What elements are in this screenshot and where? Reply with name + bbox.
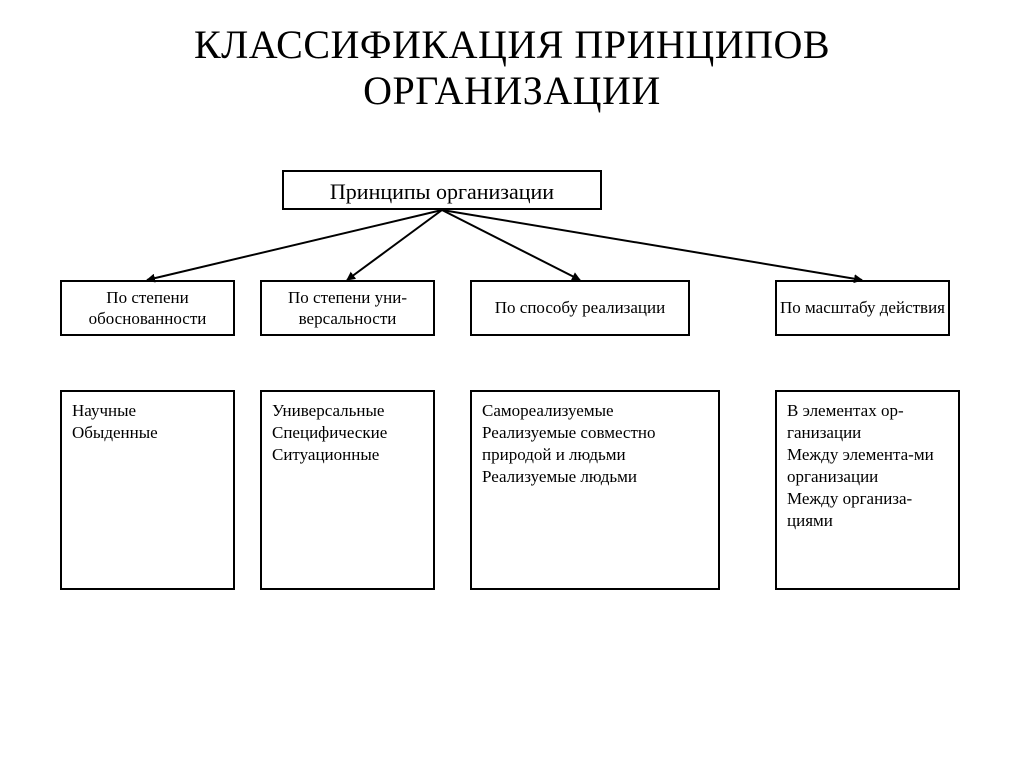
detail-node: В элементах ор-ганизацииМежду элемента-м… bbox=[775, 390, 960, 590]
category-node-label: По масштабу действия bbox=[780, 297, 945, 318]
detail-item: Реализуемые людьми bbox=[482, 466, 708, 488]
detail-node: УниверсальныеСпецифическиеСитуационные bbox=[260, 390, 435, 590]
arrow-edge bbox=[442, 210, 580, 280]
detail-item: Между элемента-ми организации bbox=[787, 444, 948, 488]
root-node: Принципы организации bbox=[282, 170, 602, 210]
detail-item: Реализуемые совместно природой и людьми bbox=[482, 422, 708, 466]
category-node: По способу реализации bbox=[470, 280, 690, 336]
detail-item: Научные bbox=[72, 400, 223, 422]
category-node-label: По степени обоснованности bbox=[62, 287, 233, 330]
category-node-label: По способу реализации bbox=[495, 297, 665, 318]
category-node: По степени обоснованности bbox=[60, 280, 235, 336]
detail-node: НаучныеОбыденные bbox=[60, 390, 235, 590]
title-line-2: ОРГАНИЗАЦИИ bbox=[363, 68, 661, 113]
detail-item: Между организа-циями bbox=[787, 488, 948, 532]
arrow-layer bbox=[0, 0, 1024, 767]
category-node-label: По степени уни-версальности bbox=[262, 287, 433, 330]
detail-item: Ситуационные bbox=[272, 444, 423, 466]
category-node: По степени уни-версальности bbox=[260, 280, 435, 336]
detail-item: Самореализуемые bbox=[482, 400, 708, 422]
arrow-edge bbox=[147, 210, 442, 280]
detail-item: В элементах ор-ганизации bbox=[787, 400, 948, 444]
detail-item: Обыденные bbox=[72, 422, 223, 444]
category-node: По масштабу действия bbox=[775, 280, 950, 336]
page-title: КЛАССИФИКАЦИЯ ПРИНЦИПОВ ОРГАНИЗАЦИИ bbox=[0, 0, 1024, 114]
detail-item: Специфические bbox=[272, 422, 423, 444]
detail-item: Универсальные bbox=[272, 400, 423, 422]
arrow-edge bbox=[347, 210, 442, 280]
arrow-edge bbox=[442, 210, 862, 280]
title-line-1: КЛАССИФИКАЦИЯ ПРИНЦИПОВ bbox=[194, 22, 830, 67]
root-node-label: Принципы организации bbox=[330, 179, 554, 204]
detail-node: СамореализуемыеРеализуемые совместно при… bbox=[470, 390, 720, 590]
